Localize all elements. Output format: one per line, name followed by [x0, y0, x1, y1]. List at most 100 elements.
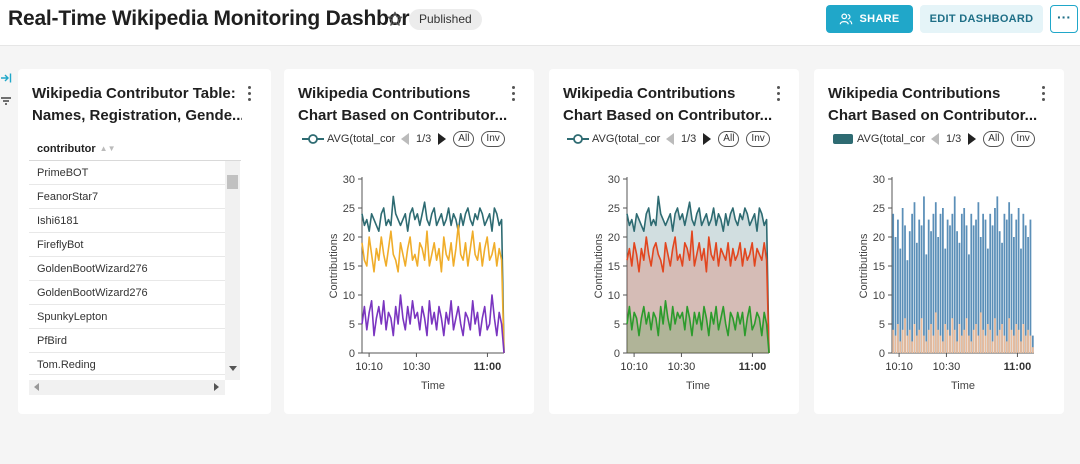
bar-mark — [968, 335, 970, 353]
legend-series-name[interactable]: AVG(total_cor — [592, 133, 661, 145]
chart-card-menu-icon[interactable] — [1039, 86, 1047, 102]
column-header-contributor[interactable]: contributor ▲▼ — [29, 137, 241, 161]
legend-all-button[interactable]: All — [983, 131, 1005, 147]
more-options-button[interactable]: ··· — [1050, 5, 1078, 33]
bar-mark — [979, 312, 982, 353]
bar-mark — [1022, 324, 1025, 353]
area-chart: 0 5 10 15 20 25 30 10:10 10:30 11:00 Contributions… — [593, 174, 770, 392]
bar-mark — [1020, 341, 1022, 353]
filter-icon[interactable] — [0, 95, 12, 107]
bar-mark — [1001, 324, 1003, 353]
chart-card-menu-icon[interactable] — [774, 86, 782, 102]
x-axis-label: Time — [951, 380, 975, 392]
horizontal-scrollbar[interactable] — [29, 380, 225, 395]
scroll-down-arrow-icon[interactable] — [229, 366, 237, 371]
x-tick-label: 10:30 — [403, 361, 431, 373]
legend-prev-icon[interactable] — [666, 133, 674, 145]
y-tick-label: 25 — [873, 203, 885, 215]
contributor-table-card: Wikipedia Contributor Table: Names, Regi… — [18, 69, 271, 414]
legend-page-number: 1/3 — [946, 133, 962, 145]
table-row[interactable]: SpunkyLepton — [29, 305, 225, 329]
legend-all-button[interactable]: All — [453, 131, 475, 147]
bar-mark — [1024, 335, 1027, 353]
expand-filters-icon[interactable] — [0, 72, 12, 84]
y-axis-label: Contributions — [593, 233, 605, 298]
sort-icon: ▲▼ — [99, 144, 116, 153]
bar-mark — [925, 254, 928, 353]
bar-mark — [925, 341, 928, 353]
legend-inv-button[interactable]: Inv — [1011, 131, 1035, 147]
legend-series-name[interactable]: AVG(total_cor — [327, 133, 396, 145]
bar-mark — [934, 312, 937, 353]
bar-mark — [963, 208, 966, 353]
legend-prev-icon[interactable] — [401, 133, 409, 145]
share-button-label: SHARE — [859, 13, 900, 25]
y-tick-label: 15 — [873, 261, 885, 273]
table-row[interactable]: GoldenBootWizard276 — [29, 257, 225, 281]
bar-mark — [934, 202, 937, 353]
legend-next-icon[interactable] — [968, 133, 977, 145]
legend-series-name[interactable]: AVG(total_cor — [857, 133, 926, 145]
bar-mark — [1024, 225, 1027, 353]
bar-mark — [908, 231, 911, 353]
bar-mark — [937, 329, 940, 353]
edit-dashboard-button[interactable]: EDIT DASHBOARD — [920, 5, 1043, 33]
chart-card-title: Wikipedia Contributions Chart Based on C… — [828, 83, 1038, 127]
chart-card-menu-icon[interactable] — [509, 86, 517, 102]
bar-mark — [989, 213, 992, 353]
legend-page-number: 1/3 — [681, 133, 697, 145]
x-axis-label: Time — [421, 380, 445, 392]
table-title-line2: Names, Registration, Gende... — [32, 107, 242, 124]
y-tick-label: 20 — [608, 232, 620, 244]
star-icon[interactable] — [386, 10, 404, 28]
bar-mark — [1015, 324, 1018, 353]
table-card-menu-icon[interactable] — [245, 86, 253, 102]
table-row[interactable]: GoldenBootWizard276 — [29, 281, 225, 305]
legend-next-icon[interactable] — [703, 133, 712, 145]
table-row[interactable]: Ishi6181 — [29, 209, 225, 233]
bar-mark — [982, 213, 984, 353]
bar-mark — [918, 329, 921, 353]
bar-mark — [953, 196, 956, 353]
legend-pager: 1/3 All Inv — [401, 131, 505, 147]
bar-mark — [951, 318, 954, 353]
chart-card-title: Wikipedia Contributions Chart Based on C… — [563, 83, 773, 127]
vertical-scrollbar[interactable] — [225, 161, 240, 380]
bar-mark — [1027, 237, 1029, 353]
y-tick-label: 25 — [608, 203, 620, 215]
y-tick-label: 10 — [873, 290, 885, 302]
bar-mark — [930, 324, 932, 353]
bar-mark — [892, 213, 895, 353]
bar-mark — [1015, 219, 1018, 353]
scroll-left-arrow-icon[interactable] — [34, 383, 39, 391]
legend-inv-button[interactable]: Inv — [746, 131, 770, 147]
bar-mark — [1013, 237, 1015, 353]
chart-legend: AVG(total_cor 1/3 All Inv — [832, 130, 1072, 148]
bar-mark — [1001, 242, 1003, 353]
table-row[interactable]: PfBird — [29, 329, 225, 353]
bar-mark — [958, 324, 961, 353]
x-tick-label: 10:10 — [620, 361, 648, 373]
y-tick-label: 20 — [343, 232, 355, 244]
bar-mark — [965, 225, 968, 353]
table-row[interactable]: FireflyBot — [29, 233, 225, 257]
bar-mark — [932, 213, 935, 353]
bar-mark — [906, 335, 909, 353]
table-row[interactable]: Tom.Reding — [29, 353, 225, 375]
table-row[interactable]: FeanorStar7 — [29, 185, 225, 209]
legend-next-icon[interactable] — [438, 133, 447, 145]
y-tick-label: 10 — [608, 290, 620, 302]
bar-mark — [918, 219, 921, 353]
share-button[interactable]: SHARE — [826, 5, 913, 33]
bar-mark — [979, 237, 982, 353]
bar-mark — [1008, 318, 1011, 353]
bar-mark — [904, 225, 906, 353]
vertical-scrollbar-thumb[interactable] — [227, 175, 238, 189]
scroll-right-arrow-icon[interactable] — [214, 383, 219, 391]
bar-mark — [986, 324, 989, 353]
table-row[interactable]: PrimeBOT — [29, 161, 225, 185]
legend-inv-button[interactable]: Inv — [481, 131, 505, 147]
legend-prev-icon[interactable] — [931, 133, 939, 145]
legend-all-button[interactable]: All — [718, 131, 740, 147]
bar-mark — [949, 335, 951, 353]
